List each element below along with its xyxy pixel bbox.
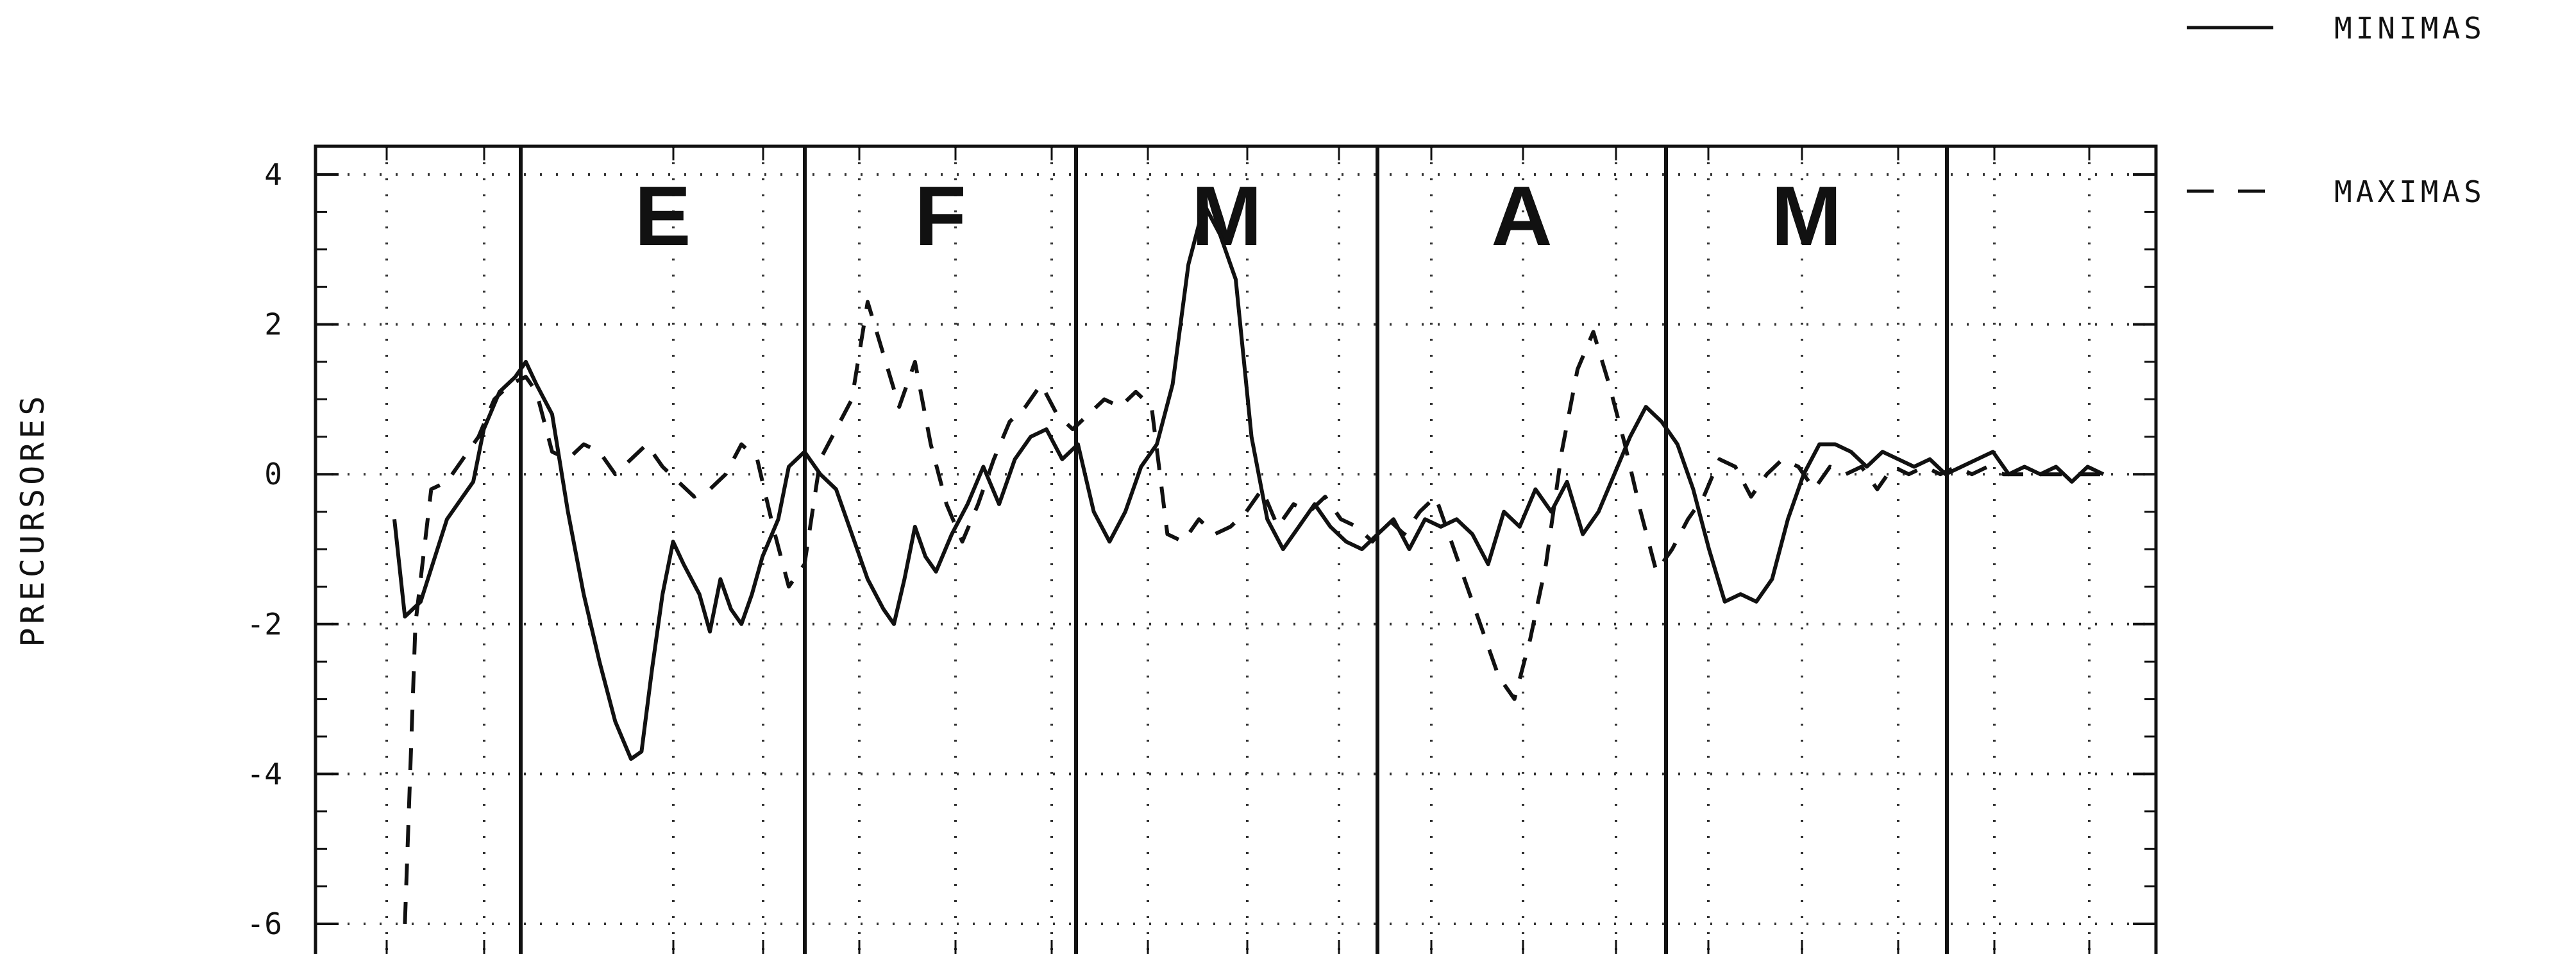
y-tick-label: 2 [264, 307, 282, 342]
month-label: F [914, 169, 966, 263]
y-tick-label: -6 [247, 907, 282, 941]
y-tick-label: -4 [247, 756, 282, 791]
legend-minimas-label: MINIMAS [2334, 11, 2486, 46]
minor-ticks [316, 146, 2156, 954]
series-lines [392, 202, 2105, 924]
month-label: M [1771, 169, 1842, 263]
month-label: M [1191, 169, 1262, 263]
y-tick-labels: 4 2 0 -2 -4 -6 [247, 157, 282, 941]
legend: MINIMAS MAXIMAS [2187, 11, 2486, 209]
y-axis-label: PRECURSORES [14, 392, 51, 647]
legend-maximas-label: MAXIMAS [2334, 175, 2486, 209]
y-tick-label: -2 [247, 607, 282, 642]
plot-frame [314, 144, 2158, 954]
series-line-minimas [392, 202, 2105, 761]
y-tick-label: 0 [264, 457, 282, 491]
y-tick-label: 4 [264, 157, 282, 192]
month-label: E [634, 169, 691, 263]
month-dividers [519, 146, 1949, 954]
grid [316, 146, 2156, 954]
month-label: A [1491, 169, 1552, 263]
